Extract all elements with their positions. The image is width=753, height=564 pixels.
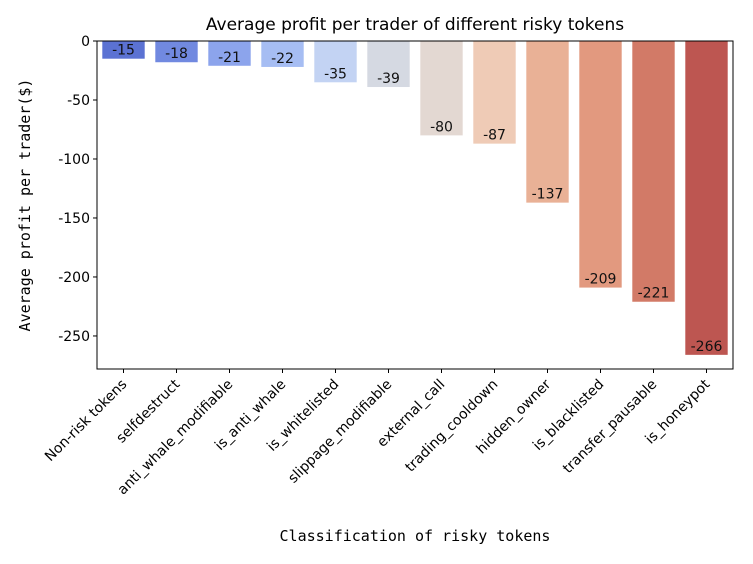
bar [102,41,145,59]
x-axis-label: Classification of risky tokens [280,527,551,545]
bar-value-label: -21 [218,50,241,66]
bar [579,41,622,288]
bar-value-label: -221 [638,286,670,302]
bar [261,41,304,67]
y-axis-label: Average profit per trader($) [16,79,34,332]
bar-value-label: -137 [532,187,564,203]
bar [473,41,516,144]
y-tick-label: -250 [58,329,90,345]
bar-value-label: -22 [271,51,294,67]
bar-value-label: -87 [483,128,506,144]
bar [155,41,198,63]
bar-value-label: -209 [585,272,617,288]
bar-value-label: -80 [430,119,453,135]
x-tick-label: transfer_pausable [560,377,660,477]
y-tick-label: -200 [58,270,90,286]
bar [685,41,728,355]
bar [632,41,675,302]
x-tick-label: Non-risk tokens [42,377,130,465]
bar-value-label: -39 [377,71,400,87]
bar [208,41,251,66]
bar-value-label: -35 [324,66,347,82]
y-tick-label: -100 [58,152,90,168]
bar [367,41,410,88]
y-tick-label: 0 [81,34,90,50]
bar [314,41,357,83]
bar [526,41,569,203]
y-tick-label: -50 [67,93,90,109]
plot-frame [96,40,734,370]
chart-title: Average profit per trader of different r… [206,15,624,35]
bar [420,41,463,136]
bar-value-label: -15 [112,43,135,59]
x-tick-label: trading_cooldown [402,377,501,476]
x-tick-label: slippage_modifiable [285,377,395,487]
bar-value-label: -18 [165,46,188,62]
y-tick-label: -150 [58,211,90,227]
bar-value-label: -266 [691,339,723,355]
